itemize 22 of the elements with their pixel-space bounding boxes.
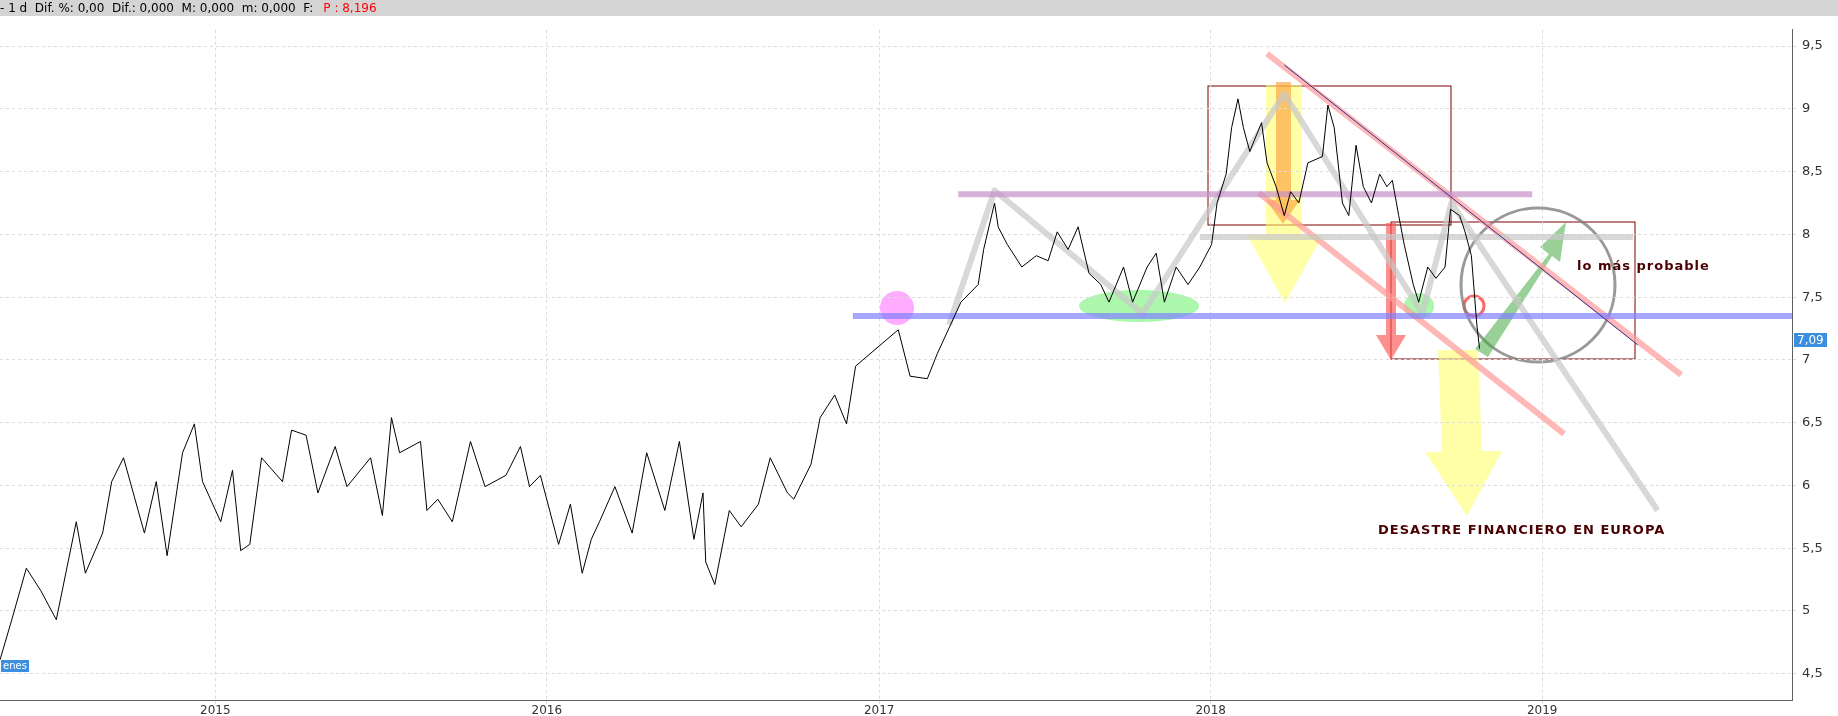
y-tick-label: 6 — [1802, 476, 1811, 492]
y-tick-label: 7,5 — [1802, 288, 1823, 304]
y-tick-label: 4,5 — [1802, 665, 1823, 681]
x-tick-label: 2015 — [199, 703, 231, 716]
y-tick-label: 7 — [1802, 351, 1811, 367]
x-tick-label: 2016 — [531, 703, 563, 716]
x-tick-label: 2017 — [863, 703, 895, 716]
x-tick-label: 2019 — [1526, 703, 1558, 716]
annotation: lo más probable — [1577, 258, 1710, 273]
text: 7,09 — [1794, 333, 1827, 347]
y-tick-label: 8 — [1802, 225, 1811, 241]
y-tick-label: 6,5 — [1802, 414, 1823, 430]
chart-subtitle: P : 8,196 — [323, 1, 377, 15]
y-tick-label: 9 — [1802, 100, 1811, 116]
y-tick-label: 5,5 — [1802, 539, 1823, 555]
y-tick-label: 9,5 — [1802, 37, 1823, 53]
annotation: DESASTRE FINANCIERO EN EUROPA — [1378, 522, 1666, 537]
y-tick-label: 5 — [1802, 602, 1811, 618]
chart-title: - 1 d Dif. %: 0,00 Dif.: 0,000 M: 0,000 m: 0,000 F: — [0, 1, 314, 15]
y-tick-label: 8,5 — [1802, 163, 1823, 178]
x-tick-label: 2018 — [1195, 703, 1226, 716]
annotation: enes — [1, 660, 29, 672]
